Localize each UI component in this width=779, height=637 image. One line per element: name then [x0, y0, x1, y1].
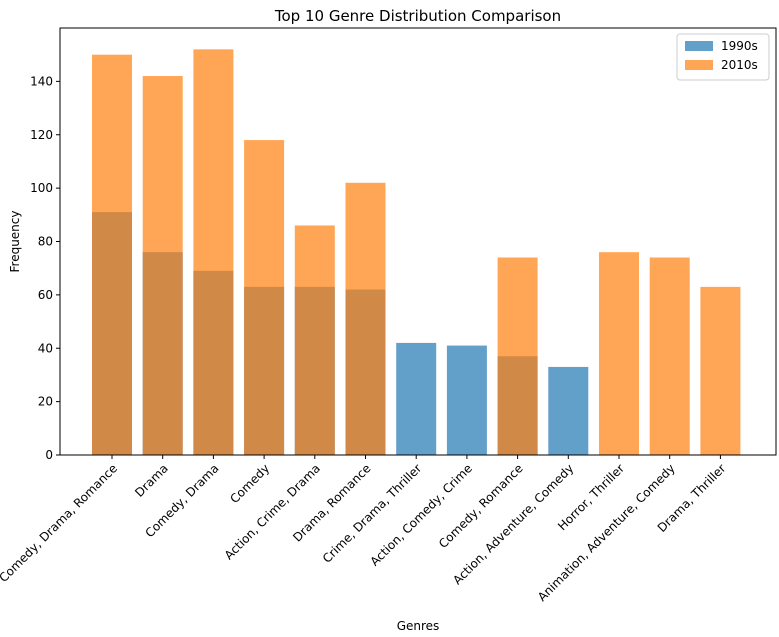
y-tick-label: 140: [30, 74, 53, 88]
bar-1990s-7: [446, 345, 487, 455]
x-tick-label: Drama: [132, 461, 171, 500]
y-tick-label: 80: [38, 235, 53, 249]
bar-2010s-2: [193, 49, 234, 455]
bar-2010s-10: [599, 252, 639, 455]
y-tick-label: 20: [38, 395, 53, 409]
legend-swatch-2010s: [685, 60, 713, 70]
y-tick-label: 40: [38, 341, 53, 355]
chart-title: Top 10 Genre Distribution Comparison: [274, 7, 561, 25]
bar-1990s-6: [396, 342, 437, 455]
x-tick-label: Action, Comedy, Crime: [367, 461, 475, 569]
y-axis-title: Frequency: [8, 211, 22, 273]
x-axis-title: Genres: [397, 619, 440, 633]
bar-2010s-3: [244, 140, 285, 455]
bar-2010s-8: [497, 257, 538, 455]
legend-swatch-1990s: [685, 41, 713, 51]
x-tick-label: Crime, Drama, Thriller: [320, 461, 425, 566]
bar-1990s-9: [548, 366, 589, 455]
legend-label-2010s: 2010s: [721, 58, 758, 72]
bar-2010s-4: [294, 225, 335, 455]
bar-2010s-12: [700, 286, 741, 455]
x-tick-label: Comedy, Romance: [436, 461, 526, 551]
bar-2010s-11: [649, 257, 690, 455]
x-tick-label: Comedy: [227, 461, 272, 506]
bar-2010s-0: [92, 54, 132, 455]
bar-2010s-1: [142, 76, 183, 455]
y-tick-label: 0: [45, 448, 53, 462]
legend: 1990s 2010s: [676, 33, 770, 81]
bars-layer: [92, 49, 741, 455]
legend-label-1990s: 1990s: [721, 39, 758, 53]
x-tick-label: Comedy, Drama, Romance: [0, 461, 120, 585]
y-tick-label: 60: [38, 288, 53, 302]
y-tick-label: 100: [30, 181, 53, 195]
x-tick-label: Action, Crime, Drama: [222, 461, 323, 562]
y-tick-label: 120: [30, 128, 53, 142]
bar-2010s-5: [345, 182, 386, 455]
